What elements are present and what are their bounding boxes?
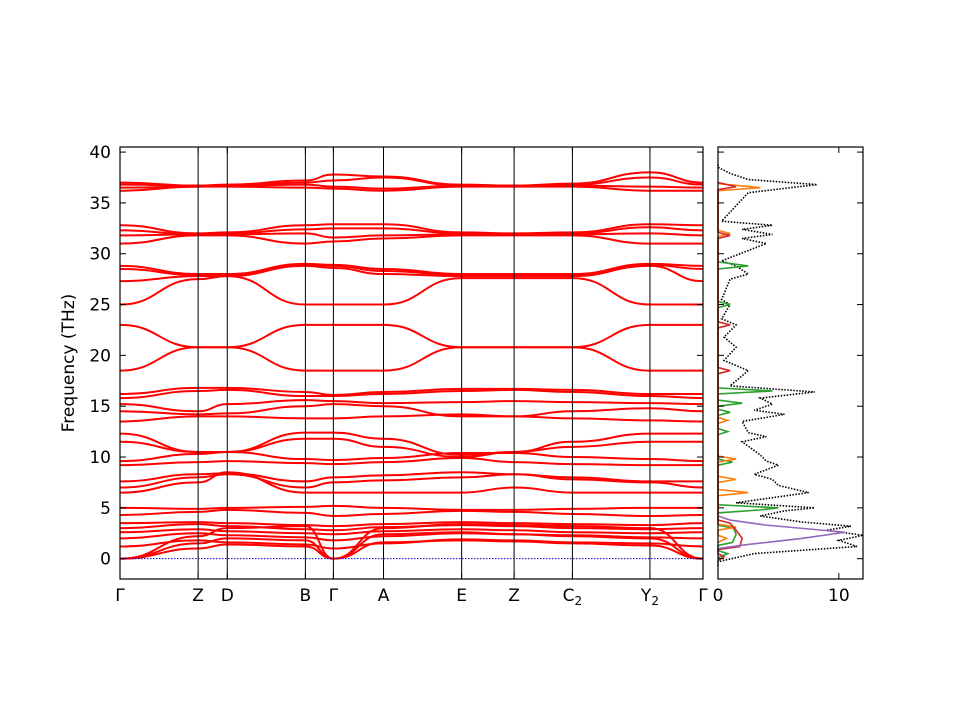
x-tick-label-7: E (456, 586, 467, 606)
dos-x-tick-label-2: 10 (828, 586, 850, 606)
y-tick-label-1: 0 (100, 550, 111, 570)
band-36 (119, 171, 704, 187)
band-25 (119, 275, 703, 306)
x-tick-label-4: B (300, 586, 312, 606)
dos-curve-total (717, 163, 864, 566)
band-axes-frame (119, 146, 704, 580)
band-x-ticks: Γ Z D B Γ A E Z C2 Y2 Γ (115, 147, 708, 608)
dos-lines (717, 163, 864, 566)
x-tick-label-6: A (378, 586, 390, 606)
y-tick-label-4: 15 (89, 397, 111, 417)
y-tick-label-3: 10 (89, 448, 111, 468)
high-symmetry-separators (197, 147, 651, 579)
dos-axes-frame (717, 146, 864, 580)
band-18 (119, 413, 704, 423)
y-tick-label-7: 30 (89, 245, 111, 265)
x-tick-label-5: Γ (329, 586, 339, 606)
x-tick-label-3: D (221, 586, 234, 606)
dos-ticks: 0 10 (713, 147, 863, 606)
x-tick-label-8: Z (508, 586, 520, 606)
y-tick-label-5: 20 (89, 346, 111, 366)
x-tick-label-11: Γ (698, 586, 708, 606)
band-lines (119, 171, 704, 560)
band-29 (119, 234, 703, 245)
y-axis-title: Frequency (THz) (59, 294, 79, 433)
x-tick-label-10: Y2 (640, 586, 659, 608)
y-tick-label-8: 35 (89, 194, 111, 214)
dos-curve-red (717, 181, 744, 562)
band-10 (119, 504, 703, 511)
x-tick-label-1: Γ (115, 586, 125, 606)
y-tick-label-9: 40 (89, 143, 111, 163)
dos-curve-green (717, 261, 779, 559)
band-y-ticks: 0 5 10 15 20 25 30 35 40 (89, 143, 703, 570)
band-9 (119, 508, 704, 517)
x-tick-label-9: C2 (563, 586, 583, 608)
x-tick-label-2: Z (192, 586, 204, 606)
dos-panel: 0 10 (713, 146, 864, 606)
y-tick-label-2: 5 (100, 499, 111, 519)
band-24 (119, 323, 703, 349)
dos-curve-purple (717, 515, 845, 550)
dos-x-tick-label-1: 0 (713, 586, 724, 606)
band-23 (119, 346, 703, 372)
band-15 (119, 450, 704, 463)
y-tick-label-6: 25 (89, 296, 111, 316)
